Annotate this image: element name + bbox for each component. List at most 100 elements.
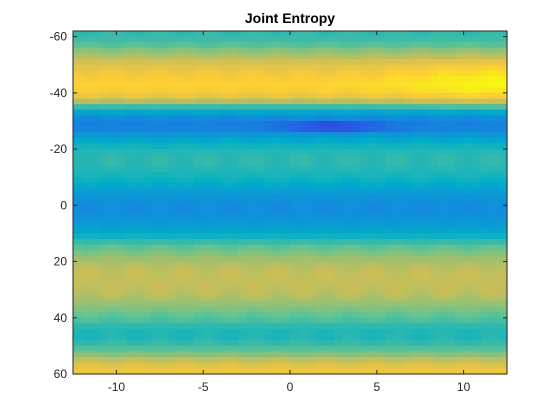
heatmap-cell [394,98,404,105]
heatmap-cell [350,272,361,280]
heatmap-cell [255,126,265,133]
heatmap-cell [428,165,439,173]
heatmap-cell [203,160,213,167]
heatmap-cell [220,47,230,55]
heatmap-cell [263,36,274,43]
heatmap-cell [168,53,178,60]
heatmap-cell [359,160,369,167]
heatmap-cell [454,267,465,274]
heatmap-cell [281,92,291,100]
heatmap-cell [394,154,404,161]
heatmap-cell [446,36,456,43]
heatmap-cell [168,244,178,251]
heatmap-cell [159,53,170,60]
heatmap-cell [350,177,361,184]
heatmap-cell [229,227,239,235]
heatmap-cell [307,177,317,184]
heatmap-cell [342,199,352,206]
heatmap-cell [81,267,91,274]
heatmap-cell [255,227,265,235]
heatmap-cell [316,250,326,257]
heatmap-cell [359,351,369,358]
heatmap-cell [368,239,378,246]
heatmap-cell [368,70,378,77]
heatmap-cell [394,351,404,358]
heatmap-cell [446,177,456,184]
y-tick-label: 40 [54,311,68,325]
heatmap-cell [272,42,282,49]
heatmap-cell [290,64,300,71]
heatmap-cell [133,329,144,336]
heatmap-cell [402,351,413,358]
heatmap-cell [307,345,317,353]
heatmap-cell [324,182,334,190]
heatmap-cell [151,222,161,229]
heatmap-cell [480,126,491,133]
heatmap-cell [211,177,222,184]
heatmap-cell [159,334,170,341]
heatmap-cell [116,177,126,184]
heatmap-cell [211,345,222,353]
heatmap-cell [342,227,352,235]
heatmap-cell [151,329,161,336]
heatmap-cell [263,216,274,223]
heatmap-cell [177,171,187,178]
heatmap-cell [107,312,117,319]
heatmap-cell [411,267,421,274]
heatmap-cell [81,340,91,347]
heatmap-cell [255,250,265,257]
heatmap-cell [203,317,213,324]
heatmap-cell [472,329,482,336]
heatmap-cell [463,194,473,201]
heatmap-cell [368,205,378,212]
heatmap-cell [472,210,482,218]
heatmap-cell [246,250,256,257]
heatmap-cell [194,222,204,229]
heatmap-cell [298,233,308,240]
heatmap-cell [385,340,395,347]
heatmap-cell [81,289,91,296]
heatmap-cell [411,329,421,336]
heatmap-cell [446,171,456,178]
heatmap-cell [298,312,308,319]
heatmap-cell [125,160,135,167]
heatmap-cell [342,98,352,105]
heatmap-cell [463,53,473,60]
heatmap-cell [489,143,499,150]
heatmap-cell [185,177,196,184]
heatmap-cell [333,194,343,201]
heatmap-cell [359,31,369,38]
heatmap-cell [359,59,369,66]
heatmap-cell [480,171,491,178]
heatmap-cell [263,357,274,364]
heatmap-cell [99,177,109,184]
heatmap-cell [359,340,369,347]
heatmap-cell [333,278,343,285]
heatmap-cell [454,126,465,133]
heatmap-cell [411,244,421,251]
heatmap-cell [307,126,317,133]
heatmap-cell [350,75,361,83]
heatmap-cell [263,177,274,184]
heatmap-cell [472,98,482,105]
heatmap-cell [281,87,291,94]
heatmap-cell [420,109,430,116]
heatmap-cell [402,278,413,285]
heatmap-cell [290,154,300,161]
heatmap-cell [411,188,421,195]
heatmap-cell [298,340,308,347]
heatmap-cell [480,47,491,55]
heatmap-cell [168,59,178,66]
heatmap-cell [402,171,413,178]
heatmap-cell [272,87,282,94]
heatmap-cell [454,345,465,353]
heatmap-cell [489,98,499,105]
heatmap-cell [342,284,352,291]
heatmap-cell [333,216,343,223]
heatmap-cell [142,199,152,206]
heatmap-cell [307,137,317,145]
heatmap-cell [385,329,395,336]
heatmap-cell [489,357,499,364]
heatmap-cell [489,75,499,83]
heatmap-cell [237,132,248,139]
